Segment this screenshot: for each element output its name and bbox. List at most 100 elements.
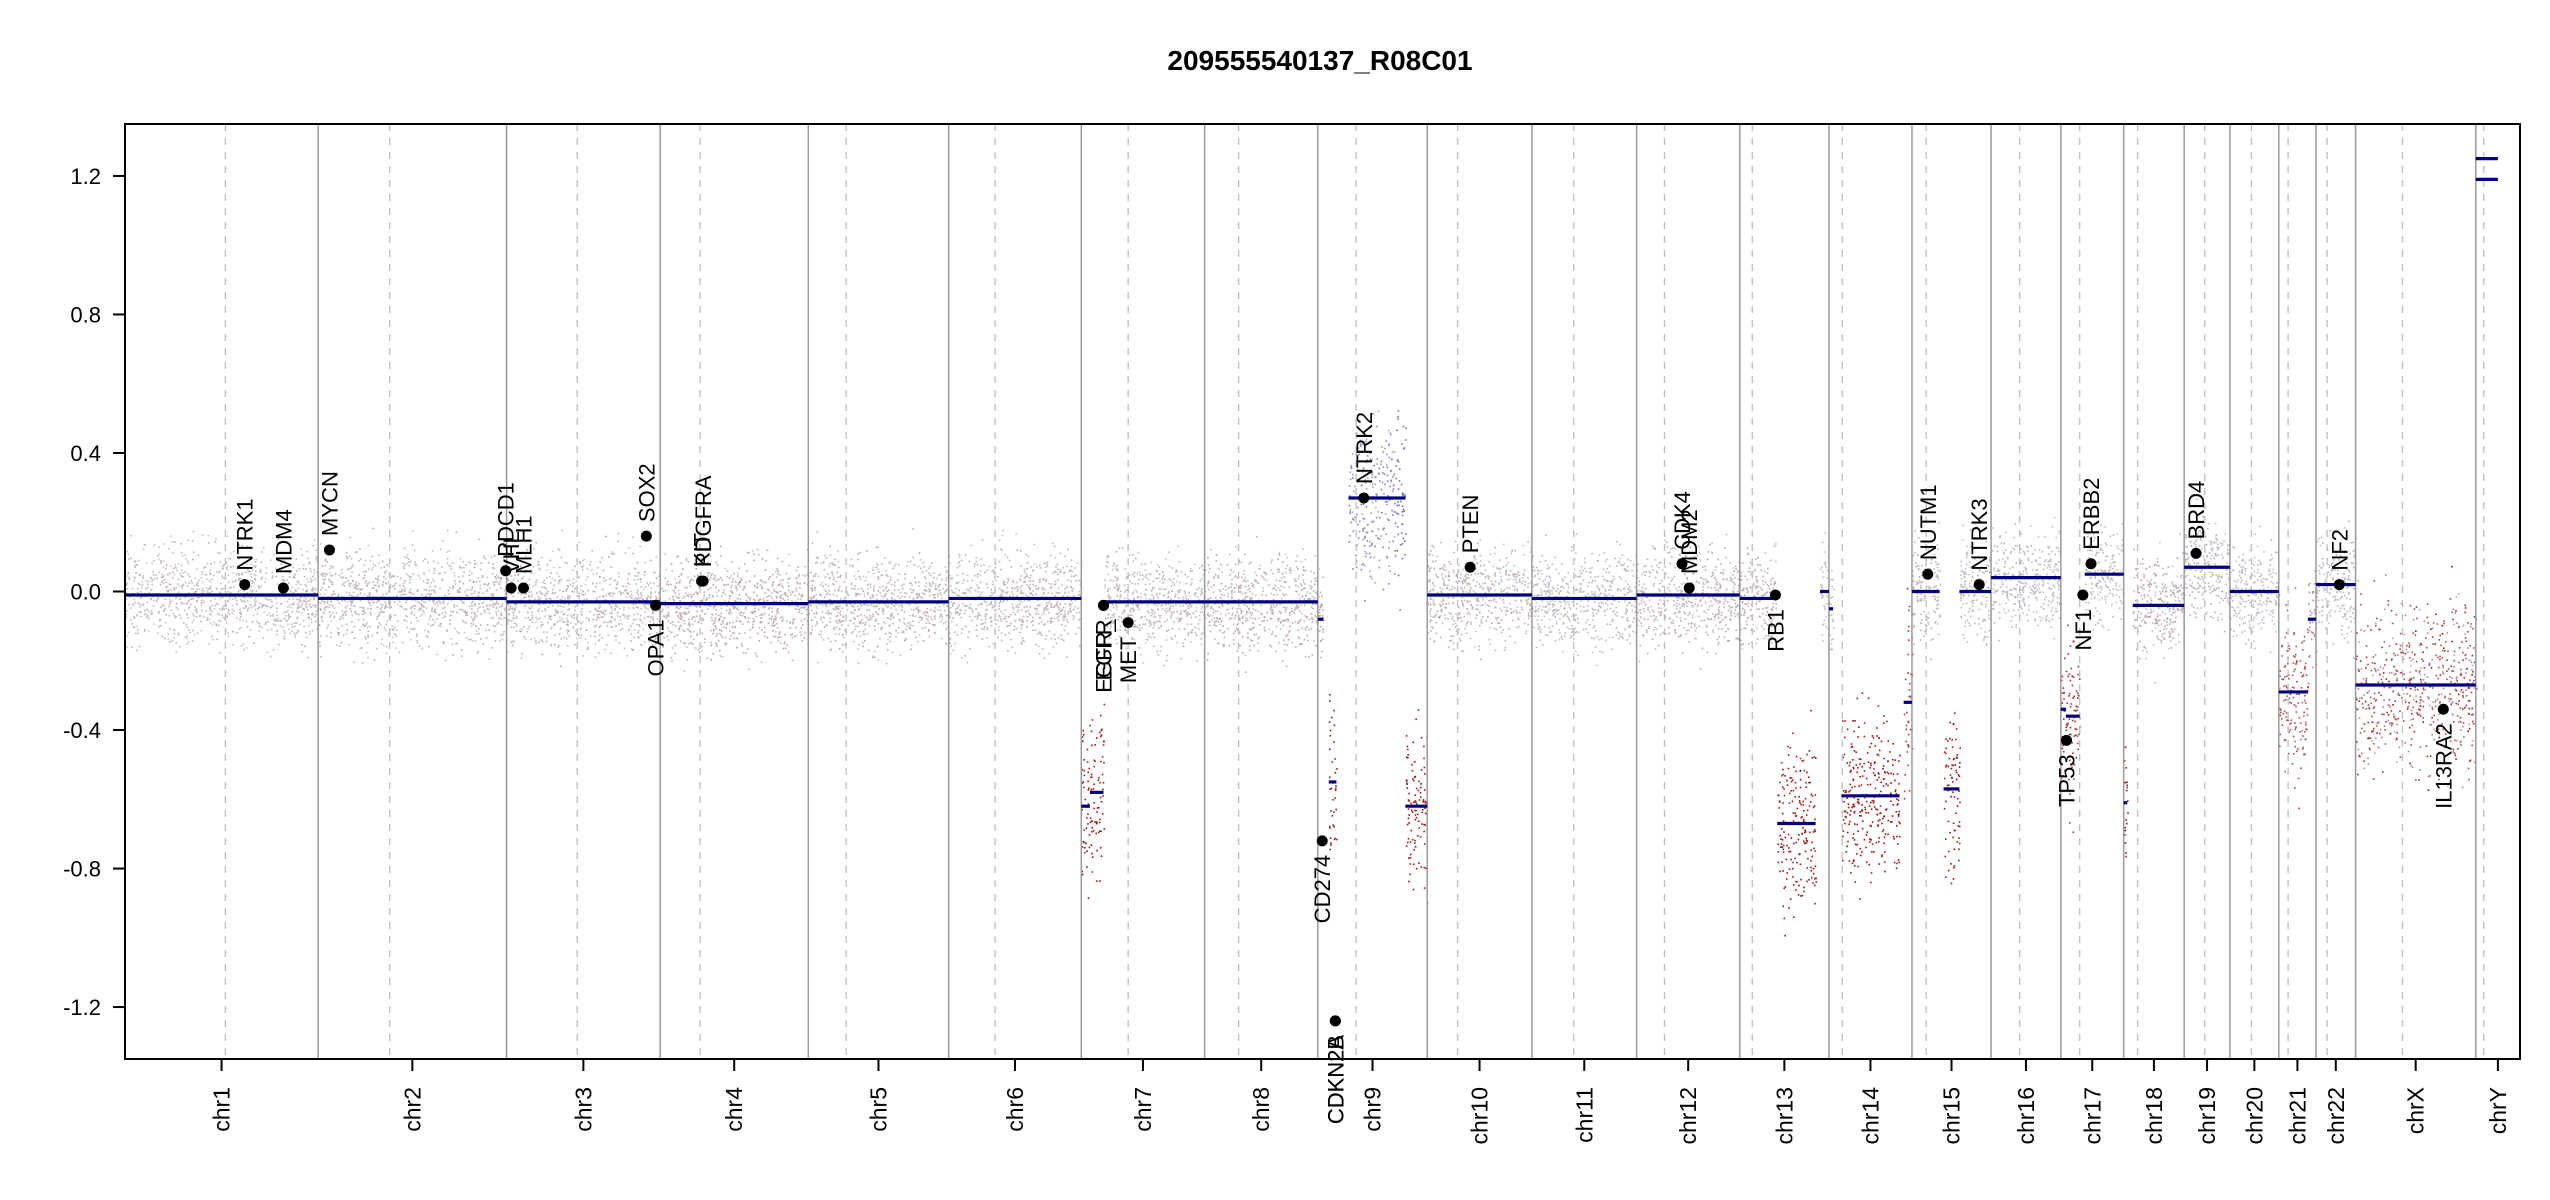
probe-cluster — [2126, 784, 2128, 787]
probe-cluster — [2060, 657, 2068, 779]
probe-cluster — [2185, 522, 2231, 633]
probe-cluster — [1328, 693, 1338, 851]
gene-label: MYCN — [317, 471, 342, 536]
probe-cluster — [660, 549, 801, 662]
gene-point — [517, 582, 529, 594]
gene-point — [1922, 568, 1934, 580]
probe-cluster — [1865, 846, 1867, 849]
probe-cluster — [1641, 573, 1643, 576]
probe-cluster — [950, 548, 1080, 657]
probe-cluster — [2279, 587, 2310, 773]
gene-label: CDKN2B — [1323, 1035, 1348, 1124]
gene-label: OPA1 — [644, 619, 669, 676]
x-tick-label: chr19 — [2194, 1087, 2220, 1145]
x-tick-label: chr18 — [2141, 1087, 2167, 1145]
probe-cluster — [2063, 750, 2065, 753]
probe-cluster — [2357, 608, 2478, 789]
probe-cluster — [1533, 546, 1638, 638]
gene-label: MLH1 — [511, 515, 536, 574]
x-tick-label: chr22 — [2323, 1087, 2349, 1145]
gene-label: MET — [1116, 637, 1141, 683]
x-tick-label: chr5 — [865, 1087, 891, 1132]
x-tick-label: chr10 — [1467, 1087, 1493, 1145]
x-tick-label: chr15 — [1938, 1087, 1964, 1145]
x-tick-label: chr2 — [399, 1087, 425, 1132]
probe-cluster — [1533, 567, 1631, 667]
gene-point — [1676, 558, 1688, 570]
probe-cluster — [1637, 542, 1741, 663]
probe-cluster — [950, 548, 1073, 655]
gene-label: NTRK2 — [1352, 412, 1377, 484]
probe-cluster — [2202, 580, 2205, 583]
probe-cluster — [2136, 563, 2186, 684]
probe-cluster — [468, 605, 471, 608]
probe-cluster — [2231, 539, 2281, 650]
probe-cluster — [1104, 554, 1205, 642]
gene-label: NUTM1 — [1916, 484, 1941, 560]
gene-label: KIT — [690, 533, 715, 567]
probe-cluster — [1636, 533, 1742, 655]
gene-label: NTRK1 — [233, 498, 258, 570]
gene-point — [323, 544, 335, 556]
x-tick-label: chr3 — [570, 1087, 596, 1132]
probe-cluster — [1842, 720, 1901, 884]
probe-cluster — [1094, 744, 1096, 746]
x-tick-label: chrX — [2403, 1087, 2429, 1134]
y-tick-label: -1.2 — [63, 995, 101, 1020]
gene-label: CDKN2A — [1323, 1035, 1348, 1125]
gene-point — [697, 575, 709, 587]
y-tick-label: -0.8 — [63, 857, 101, 882]
probe-cluster — [2355, 565, 2478, 791]
probe-cluster — [948, 556, 1083, 659]
x-tick-label: chr7 — [1130, 1087, 1156, 1132]
probe-cluster — [2254, 581, 2256, 584]
gene-label: SOX2 — [634, 463, 659, 522]
gene-label: TP53 — [2055, 754, 2080, 807]
probe-cluster — [1168, 590, 1170, 593]
gene-point — [1464, 561, 1476, 573]
gene-label: MDM2 — [1677, 509, 1702, 574]
probe-cluster — [1969, 624, 1971, 627]
probe-cluster — [1405, 735, 1427, 889]
probe-cluster — [1912, 530, 1940, 646]
x-tick-label: chr1 — [209, 1087, 235, 1132]
probe-cluster — [809, 531, 949, 653]
y-tick-label: 0.0 — [70, 580, 101, 605]
gene-point — [1769, 589, 1781, 601]
x-tick-label: chr12 — [1675, 1087, 1701, 1145]
probe-cluster — [319, 556, 507, 656]
probe-cluster — [1960, 524, 1992, 645]
chromosome-lines — [224, 124, 2485, 1059]
probe-cluster — [2230, 525, 2281, 645]
probe-cluster — [1842, 697, 1901, 900]
x-tick-label: chr9 — [1360, 1087, 1386, 1132]
x-axis: chr1 chr2 chr3 chr4 chr5 chr6 chr7 chr8 chr9 chr1… — [209, 1059, 2511, 1145]
segment-lines — [125, 157, 2498, 826]
probe-cluster — [810, 552, 949, 664]
x-tick-label: chr14 — [1857, 1087, 1883, 1145]
gene-label: NF1 — [2071, 609, 2096, 651]
probe-cluster — [1371, 577, 1373, 580]
probe-cluster — [1992, 527, 2062, 624]
probe-cluster — [1533, 560, 1637, 656]
chart-title: 209555540137_R08C01 — [1167, 45, 1472, 76]
probe-cluster — [1206, 558, 1320, 656]
gene-point — [1683, 582, 1695, 594]
probe-cluster — [1943, 712, 1961, 885]
probe-cluster — [2357, 574, 2476, 771]
gene-point — [650, 599, 662, 611]
gene-point — [1329, 1015, 1341, 1027]
gene-point — [2085, 558, 2097, 570]
probe-cluster — [1448, 602, 1450, 605]
gene-label: NTRK3 — [1967, 498, 1992, 570]
probe-cluster — [251, 569, 254, 571]
probe-cluster — [1943, 723, 1961, 867]
probe-cluster — [2356, 604, 2478, 781]
gene-point — [640, 530, 652, 542]
gene-label: PDGFRA — [691, 475, 716, 567]
gene-point — [2061, 734, 2073, 746]
probe-cluster — [1903, 587, 1914, 800]
x-tick-label: chr21 — [2284, 1087, 2310, 1145]
gene-point — [2077, 589, 2089, 601]
y-tick-label: 0.8 — [70, 302, 101, 327]
